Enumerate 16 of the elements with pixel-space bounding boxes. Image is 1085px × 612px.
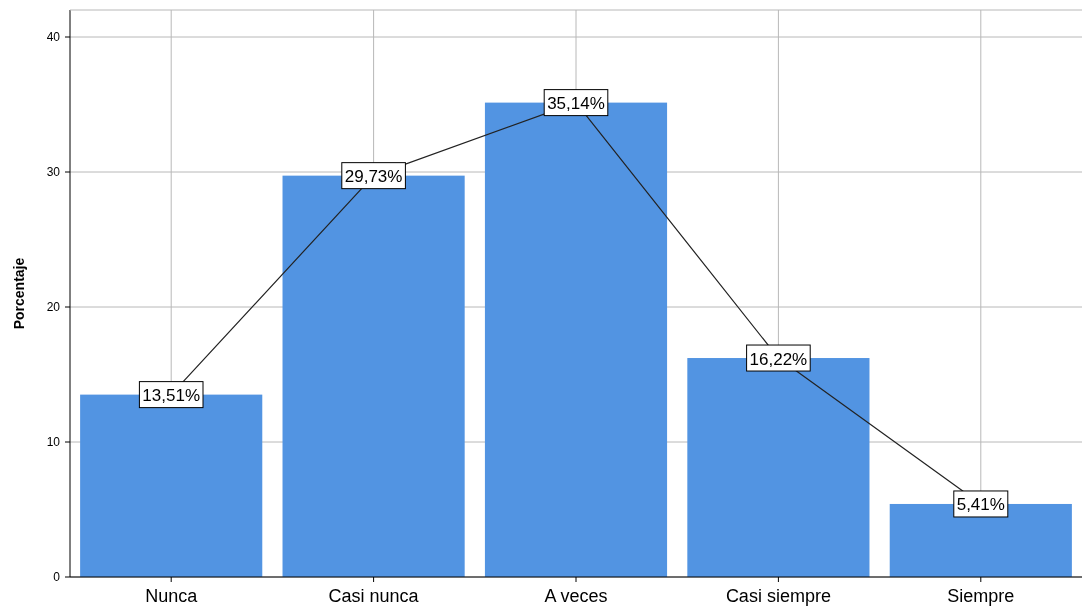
y-tick-label: 20	[46, 300, 61, 314]
data-label: 5,41%	[956, 495, 1005, 515]
data-label: 29,73%	[344, 167, 403, 187]
x-tick-label: Nunca	[145, 586, 199, 606]
y-axis-title: Porcentaje	[11, 257, 27, 330]
y-tick-label: 40	[46, 30, 61, 44]
x-tick-label: A veces	[544, 586, 608, 606]
data-label: 16,22%	[749, 349, 808, 369]
x-tick-label: Casi nunca	[328, 586, 420, 606]
x-tick-label: Siempre	[947, 586, 1015, 606]
data-label: 13,51%	[142, 386, 201, 406]
y-tick-label: 30	[46, 165, 61, 179]
x-tick-label: Casi siempre	[725, 586, 831, 606]
y-tick-label: 0	[53, 570, 61, 584]
y-tick-label: 10	[46, 435, 61, 449]
data-label: 35,14%	[547, 94, 605, 114]
